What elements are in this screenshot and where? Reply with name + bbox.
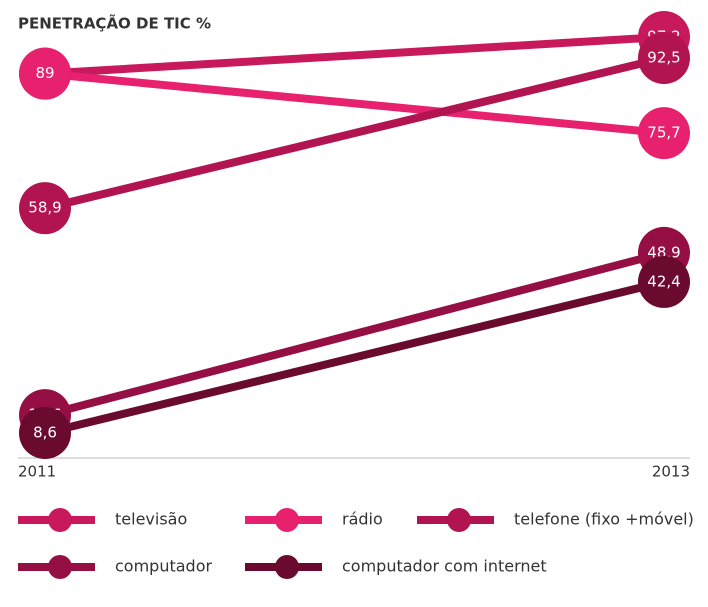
series-line (44, 69, 665, 138)
point (19, 47, 71, 100)
point (19, 182, 71, 235)
legend-label: computador com internet (342, 557, 547, 576)
value-label: 42,4 (647, 272, 680, 290)
legend-marker (275, 508, 299, 532)
legend-label: rádio (342, 510, 383, 529)
value-label: 48,9 (647, 243, 680, 261)
series-line (44, 278, 665, 437)
point (19, 407, 71, 459)
point (638, 107, 690, 160)
point (638, 255, 690, 308)
series-line (44, 33, 665, 78)
legend-marker (447, 508, 471, 532)
legend-marker (48, 555, 72, 579)
legend-label: telefone (fixo +móvel) (514, 510, 694, 529)
value-label: 75,7 (647, 124, 680, 142)
legend-marker (275, 555, 299, 579)
value-label: 8,6 (33, 424, 57, 442)
legend-marker (48, 508, 72, 532)
value-label: 92,5 (647, 49, 680, 67)
point (638, 32, 690, 85)
series-line (44, 54, 665, 213)
x-tick-label: 2013 (652, 463, 690, 481)
chart-title: PENETRAÇÃO DE TIC % (18, 14, 211, 33)
legend-label: computador (115, 557, 212, 576)
series-line (43, 249, 666, 419)
value-label: 58,9 (28, 199, 61, 217)
legend-label: televisão (115, 510, 187, 529)
x-tick-label: 2011 (18, 463, 56, 481)
value-label: 89 (35, 64, 54, 82)
